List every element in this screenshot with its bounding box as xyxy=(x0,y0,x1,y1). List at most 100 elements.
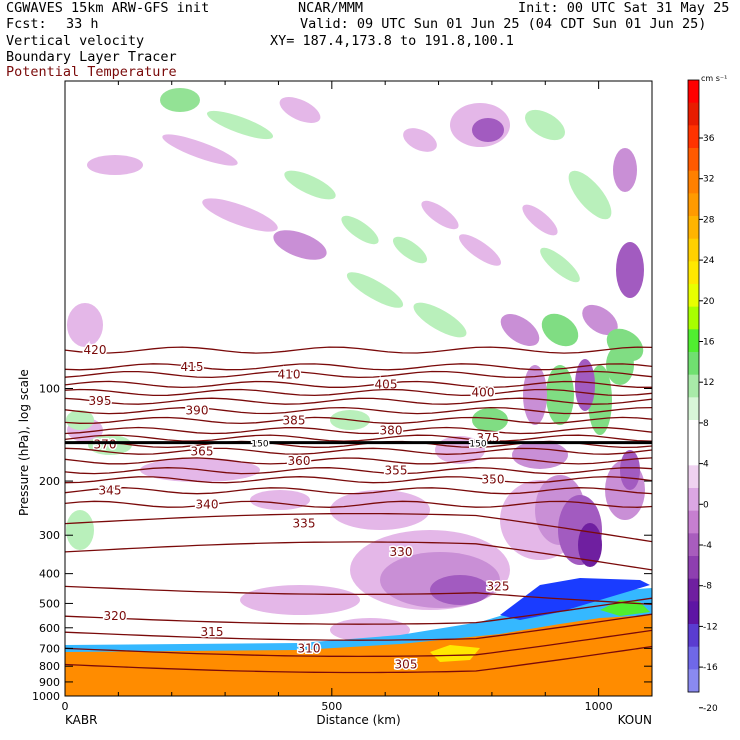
theta-contour-365 xyxy=(65,447,652,455)
x-right-station: KOUN xyxy=(618,713,652,727)
colorbar-swatch xyxy=(688,465,699,489)
colorbar-swatch xyxy=(688,148,699,172)
xy-coordinates: XY= 187.4,173.8 to 191.8,100.1 xyxy=(270,33,514,49)
theta-label-360: 360 xyxy=(288,454,311,468)
colorbar-swatch xyxy=(688,601,699,625)
theta-label-370: 370 xyxy=(94,437,117,451)
theta-label-420: 420 xyxy=(84,343,107,357)
theta-contour-385 xyxy=(65,416,652,425)
colorbar-swatch xyxy=(688,510,699,534)
colorbar-swatch xyxy=(688,533,699,557)
colorbar-swatch xyxy=(688,420,699,444)
theta-label-380: 380 xyxy=(380,424,403,438)
theta-contour-325 xyxy=(65,585,652,606)
axes: 0 500 10001002003004005006007008009001000P… xyxy=(17,81,652,727)
colorbar-swatch xyxy=(688,352,699,376)
y-tick-label-900: 900 xyxy=(39,676,60,689)
y-tick-label-100: 100 xyxy=(39,383,60,396)
theta-contour-355 xyxy=(65,467,652,475)
colorbar-swatch xyxy=(688,80,699,104)
x-left-station: KABR xyxy=(65,713,97,727)
colorbar-swatch xyxy=(688,125,699,149)
colorbar-label-0: 0 xyxy=(703,500,709,510)
theta-contour-320 xyxy=(65,597,652,625)
theta-contour-420 xyxy=(65,346,652,354)
theta-label-385: 385 xyxy=(283,413,306,427)
colorbar-swatch xyxy=(688,193,699,217)
theta-label-345: 345 xyxy=(99,484,122,498)
tropopause-label-0: 150 xyxy=(251,440,268,450)
colorbar-swatch xyxy=(688,170,699,194)
colorbar-swatch xyxy=(688,102,699,126)
theta-contour-350 xyxy=(65,476,652,484)
colorbar-label--20: -20 xyxy=(703,704,718,714)
colorbar-unit: cm s⁻¹ xyxy=(701,74,727,83)
boundary-layer-blue xyxy=(500,578,650,620)
x-tick-label-1000: 1000 xyxy=(585,700,613,713)
boundary-layer-cyan xyxy=(65,588,652,652)
org-label: NCAR/MMM xyxy=(298,0,364,16)
theta-label-355: 355 xyxy=(385,464,408,478)
colorbar-swatch xyxy=(688,556,699,580)
theta-label-310: 310 xyxy=(298,641,321,655)
theta-label-315: 315 xyxy=(201,625,224,639)
field-vertical-velocity: Vertical velocity xyxy=(6,33,145,49)
theta-label-410: 410 xyxy=(278,367,301,381)
colorbar-label--8: -8 xyxy=(703,582,712,592)
theta-contour-360 xyxy=(65,457,652,465)
theta-label-325: 325 xyxy=(487,579,510,593)
colorbar-label-20: 20 xyxy=(703,297,715,307)
colorbar-swatch xyxy=(688,624,699,648)
valid-time: Valid: 09 UTC Sun 01 Jun 25 (04 CDT Sun … xyxy=(300,16,707,32)
theta-contour-410 xyxy=(65,370,652,379)
theta-label-305: 305 xyxy=(395,658,418,672)
y-tick-label-200: 200 xyxy=(39,475,60,488)
y-axis-label: Pressure (hPa), log scale xyxy=(17,369,31,516)
theta-contour-400 xyxy=(65,388,652,397)
theta-contour-375 xyxy=(65,434,652,442)
colorbar-swatch xyxy=(688,646,699,670)
y-tick-label-600: 600 xyxy=(39,622,60,635)
theta-contour-315 xyxy=(65,613,652,641)
model-title: CGWAVES 15km ARW-GFS init xyxy=(6,0,210,16)
theta-contour-380 xyxy=(65,426,652,435)
theta-label-350: 350 xyxy=(482,473,505,487)
theta-label-340: 340 xyxy=(196,497,219,511)
x-tick-label-0: 0 xyxy=(62,700,69,713)
vertical-velocity-field xyxy=(66,88,645,642)
theta-label-395: 395 xyxy=(89,394,112,408)
theta-label-390: 390 xyxy=(186,404,209,418)
y-tick-label-400: 400 xyxy=(39,568,60,581)
y-tick-label-300: 300 xyxy=(39,529,60,542)
colorbar-label-4: 4 xyxy=(703,460,709,470)
theta-label-405: 405 xyxy=(375,377,398,391)
colorbar-swatch xyxy=(688,238,699,262)
colorbar: cm s⁻¹ 36 32 28 24 20 16 12 8 4 0 -4 -8 -12 -16 -20 xyxy=(687,74,727,714)
theta-label-415: 415 xyxy=(181,360,204,374)
y-tick-label-1000: 1000 xyxy=(32,690,60,703)
field-potential-temperature: Potential Temperature xyxy=(6,64,177,80)
colorbar-label--4: -4 xyxy=(703,541,712,551)
colorbar-label--12: -12 xyxy=(703,622,718,632)
forecast-hour: 33 h xyxy=(66,16,99,32)
theta-label-365: 365 xyxy=(191,444,214,458)
colorbar-swatch xyxy=(688,284,699,308)
colorbar-frame xyxy=(687,79,700,693)
field-boundary-layer-tracer: Boundary Layer Tracer xyxy=(6,49,177,65)
colorbar-label-12: 12 xyxy=(703,378,714,388)
y-tick-label-800: 800 xyxy=(39,660,60,673)
x-axis-label: Distance (km) xyxy=(316,713,400,727)
colorbar-swatch xyxy=(688,374,699,398)
theta-contour-395 xyxy=(65,397,652,405)
colorbar-swatch xyxy=(688,306,699,330)
theta-contour-335 xyxy=(65,512,652,543)
forecast-label: Fcst: xyxy=(6,16,47,32)
colorbar-label-36: 36 xyxy=(703,134,715,144)
colorbar-swatch xyxy=(688,578,699,602)
colorbar-label-28: 28 xyxy=(703,215,715,225)
colorbar-label-32: 32 xyxy=(703,175,714,185)
theta-contour-330 xyxy=(65,541,652,571)
theta-contour-405 xyxy=(65,380,652,389)
theta-contour-340 xyxy=(65,500,652,508)
